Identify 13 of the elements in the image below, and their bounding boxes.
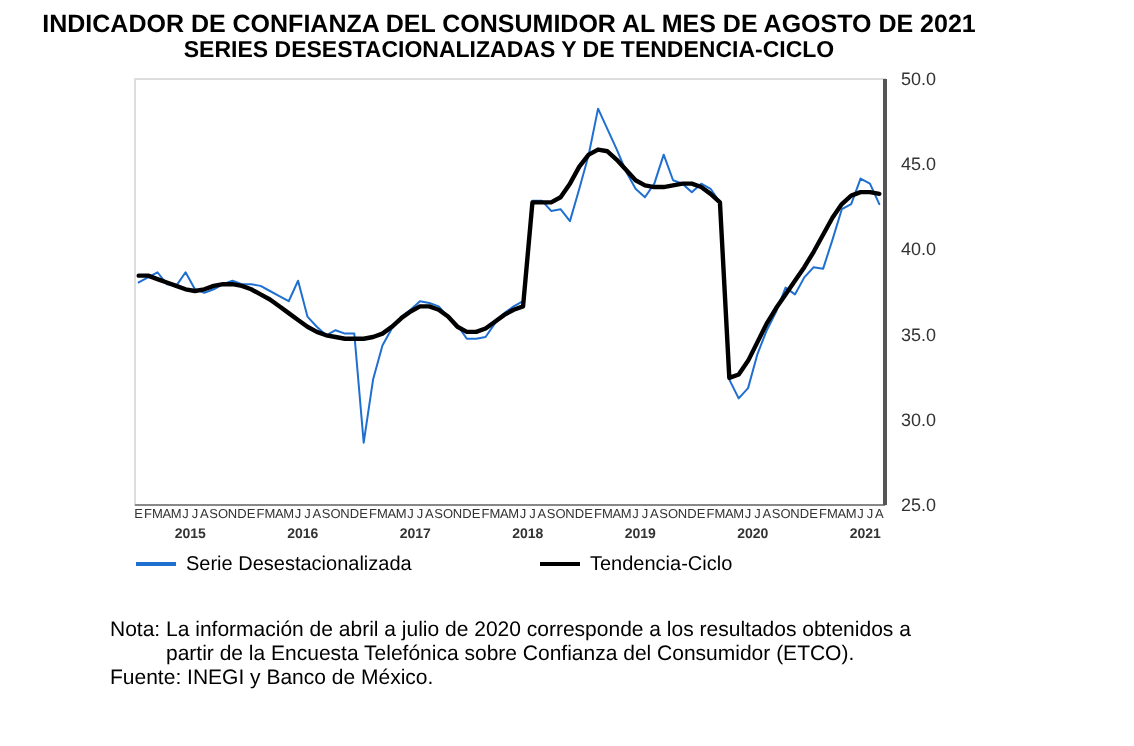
source-note: Fuente: INEGI y Banco de México. bbox=[110, 666, 434, 690]
chart-subtitle: SERIES DESESTACIONALIZADAS Y DE TENDENCIA-CICLO bbox=[183, 39, 835, 63]
legend-label: Tendencia-Ciclo bbox=[590, 554, 734, 576]
line-series bbox=[136, 147, 882, 381]
y-tick-label: 40.0 bbox=[901, 239, 937, 260]
legend-label: Serie Desestacionalizada bbox=[186, 554, 413, 576]
y-tick-label: 30.0 bbox=[901, 409, 937, 430]
text: Nota: La información de abril a julio de 2020 corresponde a los resultados obtenidos a partir de la Encuesta Telefónica sobre Confianza del Consumidor (ETCO). bbox=[110, 618, 912, 666]
y-tick-label: 45.0 bbox=[901, 154, 937, 175]
chart-title: INDICADOR DE CONFIANZA DEL CONSUMIDOR AL MES DE AGOSTO DE 2021 bbox=[42, 10, 976, 38]
y-tick-label: 50.0 bbox=[901, 69, 937, 89]
y-tick-label: 25.0 bbox=[901, 495, 937, 515]
y-tick-label: 35.0 bbox=[901, 324, 937, 345]
